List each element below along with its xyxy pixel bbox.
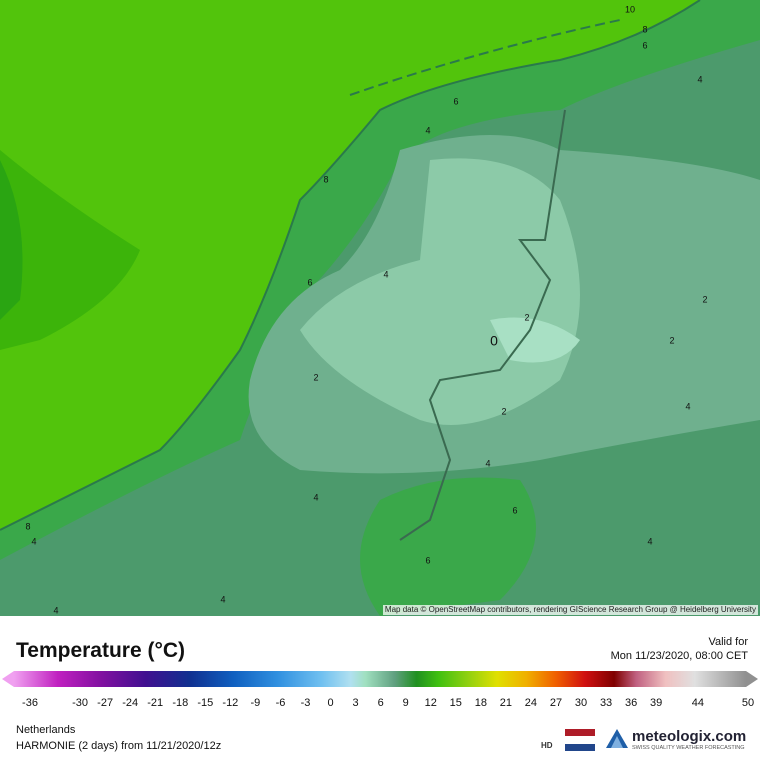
colorbar-tick-label: 44 (691, 697, 705, 709)
attribution: Map data © OpenStreetMap contributors, r… (382, 605, 758, 615)
colorbar-tick-label: -3 (300, 697, 311, 709)
contour-label: 2 (669, 335, 674, 345)
colorbar-tick-label: 0 (327, 697, 334, 709)
land (490, 317, 580, 363)
colorbar-tick-label: 30 (574, 697, 588, 709)
sea-band (0, 160, 23, 320)
colorbar-tick-label: 18 (474, 697, 487, 709)
contour-label: 4 (31, 536, 36, 546)
colorbar-tick-label: -36 (22, 697, 38, 709)
logo-subtitle: SWISS QUALITY WEATHER FORECASTING (632, 745, 745, 751)
contour-label: 2 (702, 294, 707, 304)
islands (349, 19, 621, 96)
colorbar-tick-label: 27 (549, 697, 563, 709)
colorbar-tick-label: 15 (449, 697, 462, 709)
contour-label: 8 (642, 24, 647, 34)
contour-label: 2 (524, 312, 529, 322)
contour-label: 6 (453, 96, 458, 106)
colorbar-tick-label: 12 (424, 697, 437, 709)
colorbar-tick-label: -6 (275, 697, 286, 709)
contour-label: 0 (490, 333, 498, 349)
colorbar-tick-label: -24 (122, 697, 139, 709)
colorbar-tick-label: 50 (741, 697, 755, 709)
contour-label: 6 (425, 555, 430, 565)
colorbar-tick-label: 33 (599, 697, 613, 709)
colorbar-tick-label: -27 (97, 697, 114, 709)
colorbar-tick-label: 24 (524, 697, 538, 709)
colorbar-tick-label: 6 (377, 697, 384, 709)
contour-label: 4 (383, 269, 388, 279)
land (360, 477, 536, 616)
contour-label: 6 (512, 505, 517, 515)
contour-label: 4 (647, 536, 652, 546)
contour-label: 2 (501, 406, 506, 416)
colorbar-tick-label: 39 (650, 697, 663, 709)
contour-label: 4 (485, 458, 490, 468)
contour-label: 4 (313, 492, 318, 502)
colorbar-tick-label: 21 (499, 697, 512, 709)
contour-label: 4 (685, 401, 690, 411)
contour-label: 8 (323, 174, 328, 184)
contour-label: 2 (313, 372, 318, 382)
contour-label: 4 (697, 74, 702, 84)
map: 10 8 6 6 4 4 8 4 6 2 0 2 2 2 2 4 4 4 6 8… (0, 0, 760, 616)
flag (565, 729, 595, 751)
contour-label: 4 (53, 605, 58, 615)
coast-contour (0, 0, 701, 531)
valid-label: Valid for (708, 636, 748, 648)
colorbar-tick-label: -21 (147, 697, 164, 709)
colorbar-tick-label: -12 (222, 697, 239, 709)
contour-label: 6 (642, 40, 647, 50)
colorbar-tick-label: 9 (402, 697, 409, 709)
contour-label: 4 (220, 594, 225, 604)
colorbar-arrow (2, 671, 14, 687)
border (399, 109, 566, 541)
colorbar (14, 671, 746, 687)
colorbar-arrow (746, 671, 758, 687)
hd-badge: HD (541, 741, 553, 750)
colorbar-tick-label: -9 (250, 697, 261, 709)
colorbar-tick-label: -30 (72, 697, 89, 709)
logo-icon (606, 729, 628, 748)
logo: meteologix.com (632, 728, 747, 745)
valid-time: Mon 11/23/2020, 08:00 CET (610, 650, 748, 662)
colorbar-tick-label: -15 (197, 697, 214, 709)
region: Netherlands (16, 724, 76, 736)
contour-label: 6 (307, 277, 312, 287)
colorbar-tick-label: 3 (352, 697, 359, 709)
model-info: HARMONIE (2 days) from 11/21/2020/12z (16, 740, 222, 752)
legend-title: Temperature (°C) (16, 639, 186, 662)
colorbar-tick-label: 36 (624, 697, 638, 709)
contour-label: 10 (625, 4, 635, 14)
colorbar-tick-label: -18 (172, 697, 189, 709)
contour-label: 8 (25, 521, 30, 531)
sea-band (0, 150, 140, 350)
contour-label: 4 (425, 125, 430, 135)
